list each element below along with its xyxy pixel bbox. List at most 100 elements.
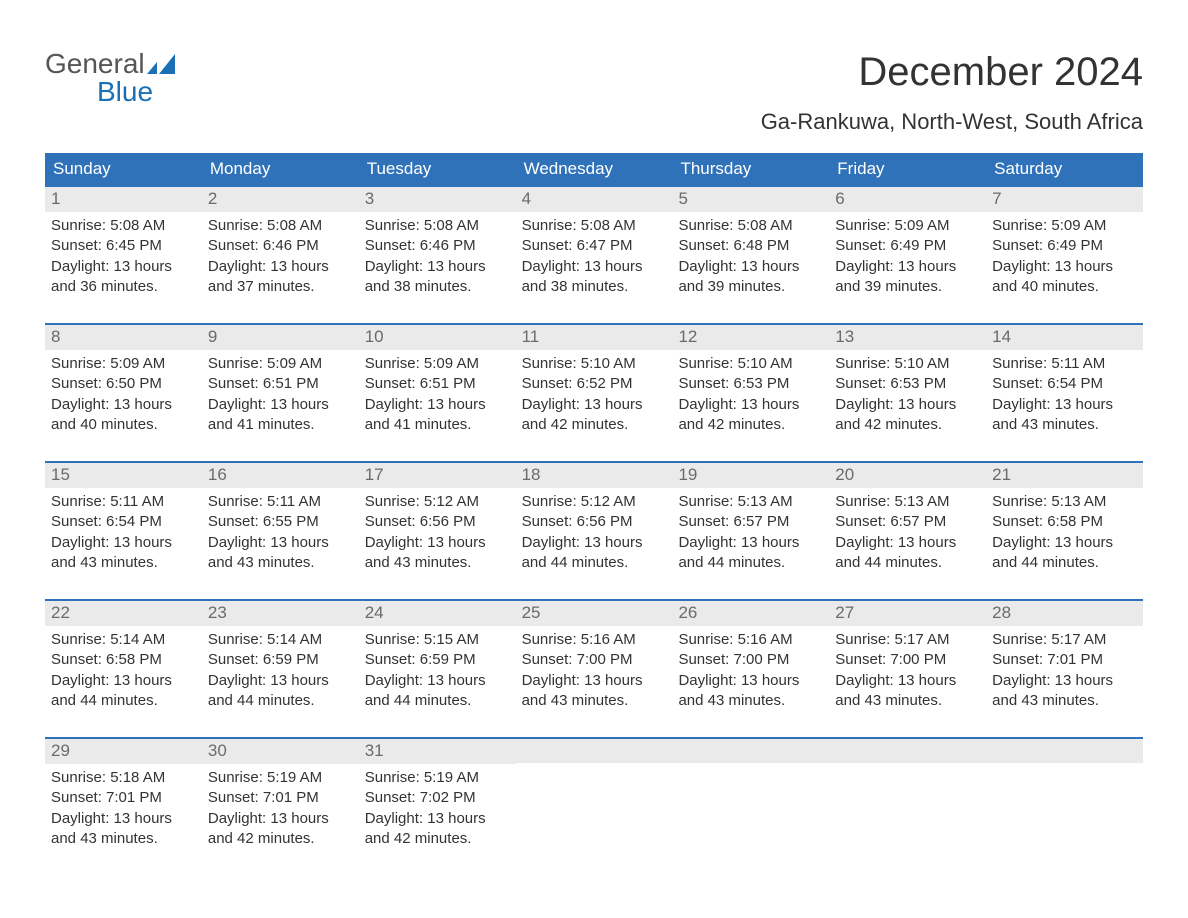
daylight-line-2: and 42 minutes. [365,829,510,849]
daylight-line-2: and 44 minutes. [522,553,667,573]
day-body: Sunrise: 5:17 AMSunset: 7:00 PMDaylight:… [829,626,986,713]
daylight-line-1: Daylight: 13 hours [365,395,510,415]
daylight-line-1: Daylight: 13 hours [51,809,196,829]
calendar-day-cell: 6Sunrise: 5:09 AMSunset: 6:49 PMDaylight… [829,187,986,299]
daylight-line-2: and 43 minutes. [51,553,196,573]
daylight-line-2: and 39 minutes. [835,277,980,297]
sunset-line: Sunset: 7:01 PM [51,788,196,808]
day-number: 10 [359,325,516,350]
sunrise-line: Sunrise: 5:10 AM [678,354,823,374]
calendar-day-cell: 8Sunrise: 5:09 AMSunset: 6:50 PMDaylight… [45,325,202,437]
calendar-day-cell: 11Sunrise: 5:10 AMSunset: 6:52 PMDayligh… [516,325,673,437]
day-number: 28 [986,601,1143,626]
weeks-container: 1Sunrise: 5:08 AMSunset: 6:45 PMDaylight… [45,185,1143,851]
calendar-day-cell: 15Sunrise: 5:11 AMSunset: 6:54 PMDayligh… [45,463,202,575]
calendar-day-cell: 4Sunrise: 5:08 AMSunset: 6:47 PMDaylight… [516,187,673,299]
daylight-line-2: and 43 minutes. [365,553,510,573]
sunrise-line: Sunrise: 5:15 AM [365,630,510,650]
day-number [829,739,986,763]
day-number: 24 [359,601,516,626]
day-body: Sunrise: 5:10 AMSunset: 6:52 PMDaylight:… [516,350,673,437]
days-of-week-header: Sunday Monday Tuesday Wednesday Thursday… [45,153,1143,185]
day-number: 4 [516,187,673,212]
calendar-day-cell: 16Sunrise: 5:11 AMSunset: 6:55 PMDayligh… [202,463,359,575]
daylight-line-2: and 42 minutes. [835,415,980,435]
calendar-day-cell: 9Sunrise: 5:09 AMSunset: 6:51 PMDaylight… [202,325,359,437]
day-body: Sunrise: 5:10 AMSunset: 6:53 PMDaylight:… [829,350,986,437]
day-number: 29 [45,739,202,764]
daylight-line-2: and 38 minutes. [522,277,667,297]
calendar-day-cell: 18Sunrise: 5:12 AMSunset: 6:56 PMDayligh… [516,463,673,575]
sunrise-line: Sunrise: 5:08 AM [208,216,353,236]
day-number: 13 [829,325,986,350]
day-body: Sunrise: 5:08 AMSunset: 6:45 PMDaylight:… [45,212,202,299]
daylight-line-1: Daylight: 13 hours [835,395,980,415]
sunrise-line: Sunrise: 5:17 AM [992,630,1137,650]
sunrise-line: Sunrise: 5:11 AM [208,492,353,512]
sunset-line: Sunset: 6:45 PM [51,236,196,256]
day-number: 18 [516,463,673,488]
sunrise-line: Sunrise: 5:12 AM [365,492,510,512]
sunset-line: Sunset: 6:51 PM [365,374,510,394]
daylight-line-2: and 41 minutes. [208,415,353,435]
sunset-line: Sunset: 7:00 PM [522,650,667,670]
sunrise-line: Sunrise: 5:09 AM [365,354,510,374]
daylight-line-2: and 44 minutes. [992,553,1137,573]
sunrise-line: Sunrise: 5:14 AM [208,630,353,650]
sunrise-line: Sunrise: 5:13 AM [835,492,980,512]
sunset-line: Sunset: 6:46 PM [208,236,353,256]
calendar-day-cell [986,739,1143,851]
daylight-line-2: and 44 minutes. [51,691,196,711]
daylight-line-2: and 37 minutes. [208,277,353,297]
location-subtitle: Ga-Rankuwa, North-West, South Africa [761,109,1143,135]
daylight-line-2: and 40 minutes. [992,277,1137,297]
sunrise-line: Sunrise: 5:09 AM [51,354,196,374]
daylight-line-2: and 42 minutes. [522,415,667,435]
day-number: 19 [672,463,829,488]
daylight-line-2: and 36 minutes. [51,277,196,297]
calendar-day-cell: 25Sunrise: 5:16 AMSunset: 7:00 PMDayligh… [516,601,673,713]
sunset-line: Sunset: 6:54 PM [992,374,1137,394]
sunrise-line: Sunrise: 5:11 AM [992,354,1137,374]
daylight-line-2: and 43 minutes. [678,691,823,711]
daylight-line-1: Daylight: 13 hours [835,533,980,553]
day-body: Sunrise: 5:15 AMSunset: 6:59 PMDaylight:… [359,626,516,713]
calendar-day-cell: 2Sunrise: 5:08 AMSunset: 6:46 PMDaylight… [202,187,359,299]
day-body: Sunrise: 5:11 AMSunset: 6:54 PMDaylight:… [986,350,1143,437]
day-number: 31 [359,739,516,764]
sunrise-line: Sunrise: 5:09 AM [208,354,353,374]
daylight-line-2: and 43 minutes. [51,829,196,849]
day-body: Sunrise: 5:12 AMSunset: 6:56 PMDaylight:… [359,488,516,575]
calendar-week: 22Sunrise: 5:14 AMSunset: 6:58 PMDayligh… [45,599,1143,713]
calendar-day-cell: 13Sunrise: 5:10 AMSunset: 6:53 PMDayligh… [829,325,986,437]
sunset-line: Sunset: 6:49 PM [992,236,1137,256]
daylight-line-2: and 41 minutes. [365,415,510,435]
daylight-line-1: Daylight: 13 hours [992,257,1137,277]
sunset-line: Sunset: 6:53 PM [678,374,823,394]
sunset-line: Sunset: 6:46 PM [365,236,510,256]
daylight-line-2: and 39 minutes. [678,277,823,297]
day-body: Sunrise: 5:11 AMSunset: 6:55 PMDaylight:… [202,488,359,575]
day-body: Sunrise: 5:09 AMSunset: 6:49 PMDaylight:… [986,212,1143,299]
day-number: 6 [829,187,986,212]
daylight-line-1: Daylight: 13 hours [365,257,510,277]
daylight-line-1: Daylight: 13 hours [678,257,823,277]
daylight-line-1: Daylight: 13 hours [365,671,510,691]
calendar-day-cell: 1Sunrise: 5:08 AMSunset: 6:45 PMDaylight… [45,187,202,299]
calendar-day-cell: 14Sunrise: 5:11 AMSunset: 6:54 PMDayligh… [986,325,1143,437]
calendar-day-cell: 29Sunrise: 5:18 AMSunset: 7:01 PMDayligh… [45,739,202,851]
day-number: 14 [986,325,1143,350]
sunset-line: Sunset: 6:48 PM [678,236,823,256]
sunset-line: Sunset: 7:01 PM [208,788,353,808]
daylight-line-2: and 43 minutes. [992,415,1137,435]
day-body: Sunrise: 5:12 AMSunset: 6:56 PMDaylight:… [516,488,673,575]
sunset-line: Sunset: 6:55 PM [208,512,353,532]
calendar-week: 15Sunrise: 5:11 AMSunset: 6:54 PMDayligh… [45,461,1143,575]
day-number: 30 [202,739,359,764]
day-number: 3 [359,187,516,212]
sunrise-line: Sunrise: 5:08 AM [51,216,196,236]
day-number: 9 [202,325,359,350]
calendar-day-cell [672,739,829,851]
day-body: Sunrise: 5:19 AMSunset: 7:02 PMDaylight:… [359,764,516,851]
day-body: Sunrise: 5:08 AMSunset: 6:47 PMDaylight:… [516,212,673,299]
